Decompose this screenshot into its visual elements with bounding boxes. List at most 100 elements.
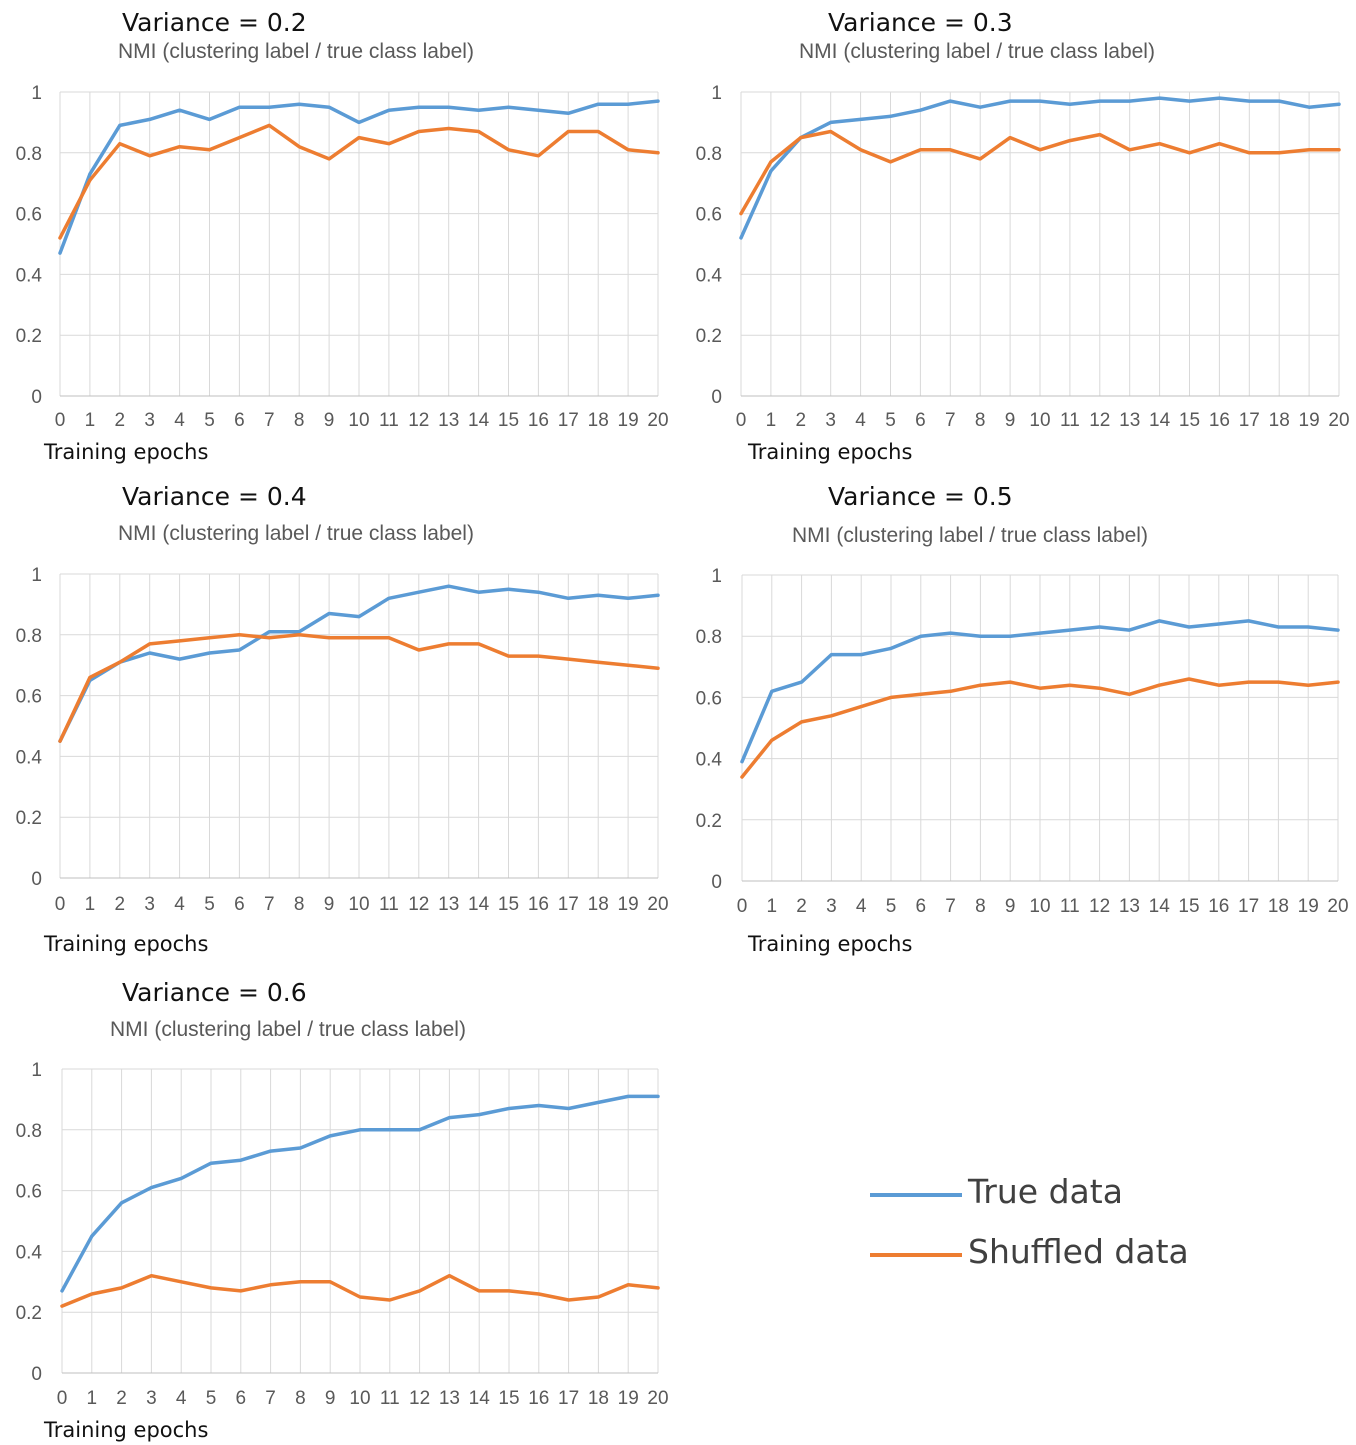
x-tick-label: 2: [796, 896, 807, 917]
x-tick-label: 7: [945, 410, 956, 431]
x-tick-label: 12: [1089, 410, 1110, 431]
x-tick-label: 5: [886, 896, 897, 917]
y-tick-label: 0.6: [16, 205, 42, 226]
chart-panel-variance-0-6: Variance = 0.6 NMI (clustering label / t…: [0, 0, 669, 1442]
series-line-true-data: [58, 99, 660, 255]
y-tick-label: 1: [31, 1060, 42, 1081]
y-tick-label: 1: [711, 566, 722, 587]
x-tick-label: 11: [1060, 410, 1080, 431]
y-tick-label: 0.2: [696, 811, 722, 832]
y-tick-label: 0.6: [16, 1182, 42, 1203]
x-tick-label: 6: [915, 410, 926, 431]
chart-subtitle: NMI (clustering label / true class label…: [118, 40, 474, 63]
line-chart: 00.20.40.60.810 1 2 3 4 5 6 7 8 9 10 11 12 13 14 15 16 17…: [16, 1060, 669, 1409]
x-tick-label: 4: [176, 1388, 187, 1409]
x-tick-label: 9: [1005, 896, 1016, 917]
line-chart: 00.20.40.60.810 1 2 3 4 5 6 7 8 9 10 11 12 13 14 15 16 17…: [696, 83, 1350, 431]
y-tick-label: 0.2: [16, 808, 42, 829]
x-tick-label: 9: [324, 410, 335, 431]
x-tick-label: 6: [916, 896, 927, 917]
y-tick-label: 0.8: [16, 144, 42, 165]
line-chart: 00.20.40.60.810 1 2 3 4 5 6 7 8 9 10 11 12 13 14 15 16 17…: [696, 566, 1349, 917]
legend-label-shuffled-data: Shuffled data: [968, 1232, 1189, 1271]
x-tick-label: 5: [885, 410, 896, 431]
x-axis-label: Training epochs: [748, 932, 913, 956]
x-tick-label: 3: [146, 1388, 157, 1409]
y-tick-label: 0.6: [696, 205, 722, 226]
y-tick-label: 0: [31, 1364, 42, 1385]
chart-title: Variance = 0.4: [122, 482, 307, 511]
y-tick-label: 1: [711, 83, 722, 104]
x-tick-label: 16: [1208, 896, 1229, 917]
series-line-shuffled-data: [60, 1273, 660, 1308]
x-tick-label: 13: [438, 410, 459, 431]
x-tick-label: 0: [55, 894, 66, 915]
x-tick-label: 15: [1178, 896, 1199, 917]
x-tick-label: 18: [588, 894, 609, 915]
chart-title: Variance = 0.3: [828, 8, 1013, 37]
y-tick-label: 0: [31, 387, 42, 408]
x-tick-label: 18: [1268, 896, 1289, 917]
chart-panel-variance-0-5: Variance = 0.5 NMI (clustering label / t…: [0, 0, 1349, 956]
x-tick-label: 14: [469, 1388, 491, 1409]
x-axis-label: Training epochs: [748, 440, 913, 464]
x-tick-label: 15: [498, 1388, 519, 1409]
x-tick-label: 2: [115, 410, 126, 431]
y-tick-label: 0.4: [16, 1242, 43, 1263]
x-tick-label: 5: [204, 410, 215, 431]
x-tick-label: 1: [767, 896, 778, 917]
x-tick-label: 16: [528, 1388, 549, 1409]
x-tick-label: 9: [325, 1388, 336, 1409]
x-axis-label: Training epochs: [44, 1418, 209, 1442]
x-tick-label: 9: [1005, 410, 1016, 431]
x-tick-label: 16: [528, 410, 549, 431]
x-tick-label: 11: [379, 894, 399, 915]
legend-label-true-data: True data: [968, 1172, 1123, 1211]
x-tick-label: 19: [618, 1388, 639, 1409]
x-tick-label: 1: [766, 410, 777, 431]
x-tick-label: 6: [234, 410, 245, 431]
x-tick-label: 20: [647, 1388, 668, 1409]
y-tick-label: 0.8: [696, 627, 722, 648]
x-tick-label: 3: [826, 896, 837, 917]
x-tick-label: 6: [236, 1388, 247, 1409]
x-tick-label: 18: [588, 1388, 609, 1409]
x-tick-label: 10: [349, 1388, 370, 1409]
series-line-true-data: [740, 619, 1340, 764]
x-tick-label: 15: [1179, 410, 1200, 431]
x-tick-label: 7: [264, 894, 275, 915]
x-tick-label: 10: [348, 410, 369, 431]
x-tick-label: 12: [408, 894, 429, 915]
y-tick-label: 0.6: [696, 688, 722, 709]
x-tick-label: 4: [855, 410, 866, 431]
y-tick-label: 0.8: [16, 626, 42, 647]
x-tick-label: 8: [295, 1388, 306, 1409]
x-tick-label: 17: [558, 1388, 579, 1409]
series-line-shuffled-data: [58, 123, 660, 240]
x-tick-label: 1: [85, 410, 96, 431]
y-tick-label: 1: [31, 565, 42, 586]
x-tick-label: 17: [1239, 410, 1260, 431]
x-tick-label: 11: [1060, 896, 1080, 917]
y-tick-label: 0.4: [16, 265, 43, 286]
x-tick-label: 3: [144, 894, 155, 915]
chart-title: Variance = 0.2: [122, 8, 307, 37]
y-tick-label: 0.2: [16, 1303, 42, 1324]
chart-title: Variance = 0.6: [122, 978, 307, 1007]
x-tick-label: 19: [618, 410, 639, 431]
y-tick-label: 0.8: [696, 144, 722, 165]
x-tick-label: 13: [438, 894, 459, 915]
series-line-shuffled-data: [58, 633, 660, 743]
chart-panel-variance-0-3: Variance = 0.3 NMI (clustering label / t…: [0, 0, 1350, 470]
y-tick-label: 0: [31, 869, 42, 890]
chart-panel-variance-0-2: Variance = 0.2 NMI (clustering label / t…: [0, 0, 669, 470]
x-tick-label: 3: [144, 410, 155, 431]
series-line-shuffled-data: [740, 677, 1340, 779]
y-tick-label: 0.4: [696, 750, 723, 771]
chart-subtitle: NMI (clustering label / true class label…: [110, 1018, 466, 1041]
legend: True data Shuffled data: [870, 1170, 1290, 1300]
x-tick-label: 5: [204, 894, 215, 915]
x-tick-label: 20: [647, 410, 668, 431]
x-tick-label: 19: [1298, 896, 1319, 917]
legend-swatch-shuffled-data: [870, 1253, 962, 1257]
